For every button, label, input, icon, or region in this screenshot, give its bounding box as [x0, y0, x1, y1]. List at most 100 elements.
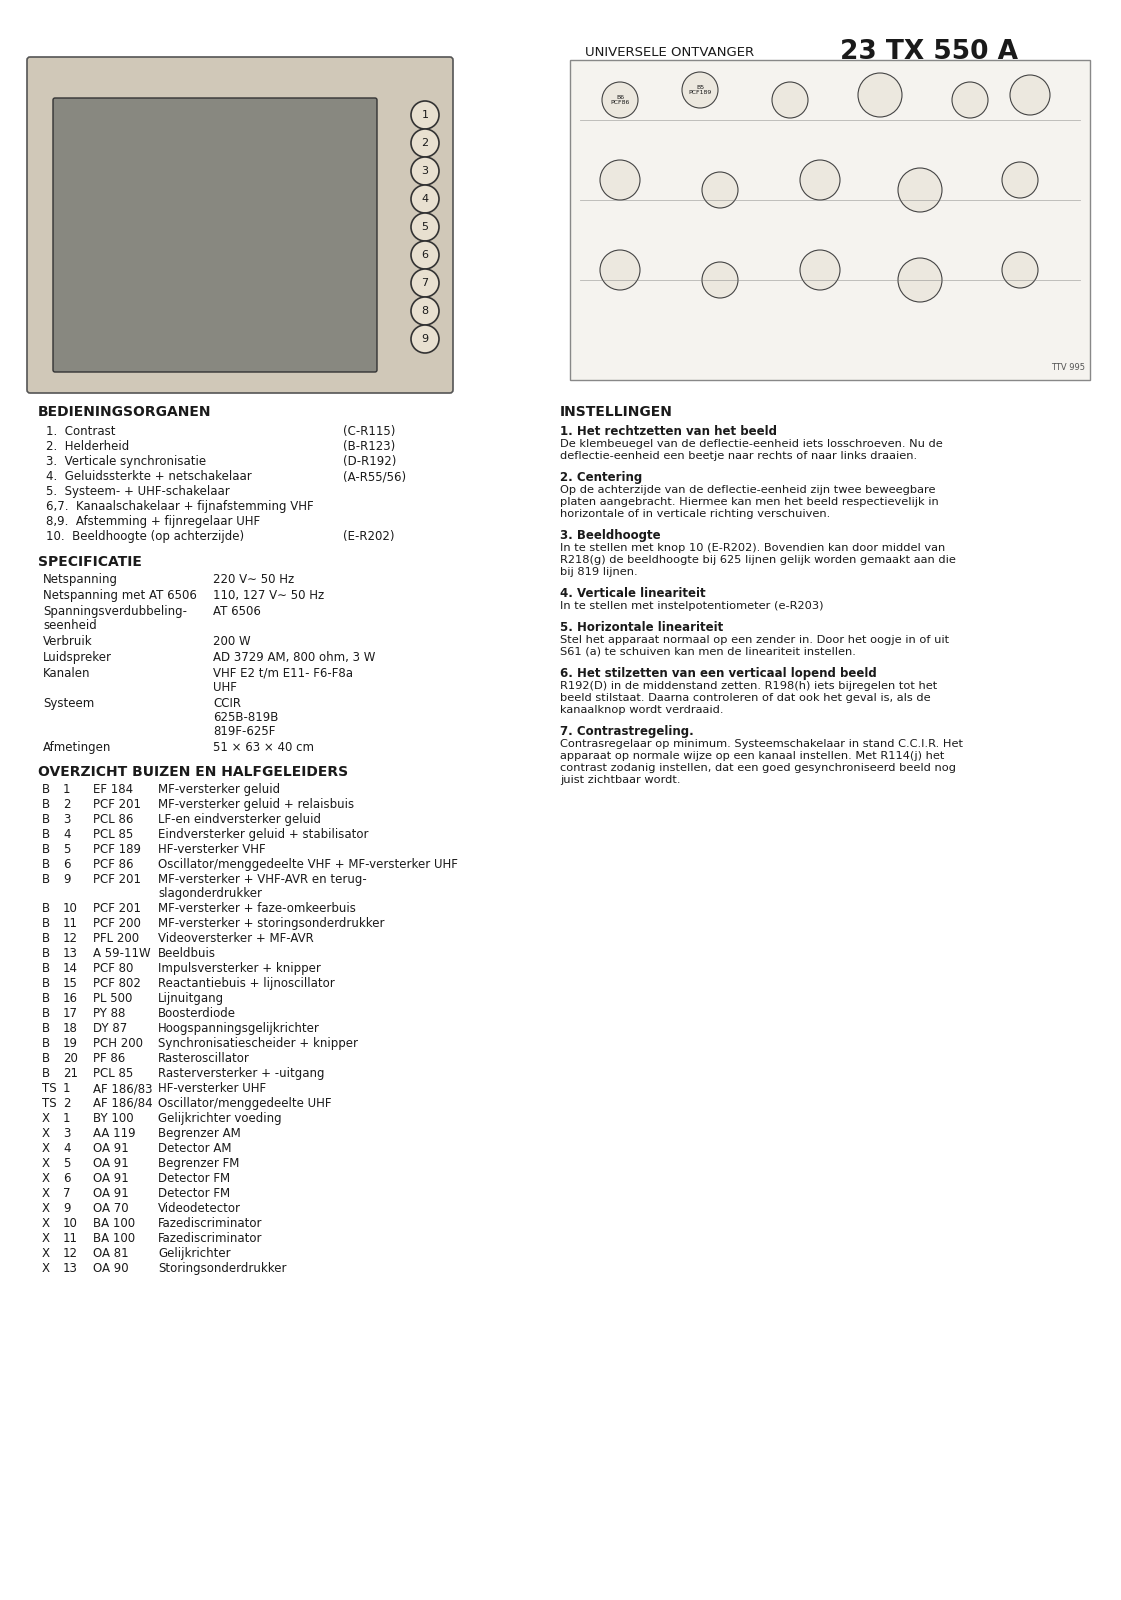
Text: BA 100: BA 100 — [93, 1218, 136, 1230]
Text: PCF 86: PCF 86 — [93, 858, 133, 870]
Text: Netspanning met AT 6506: Netspanning met AT 6506 — [43, 589, 197, 602]
Text: 11: 11 — [63, 917, 78, 930]
Text: MF-versterker + storingsonderdrukker: MF-versterker + storingsonderdrukker — [158, 917, 385, 930]
Text: 2: 2 — [63, 1098, 71, 1110]
Text: TTV 995: TTV 995 — [1051, 363, 1085, 371]
Text: Impulsversterker + knipper: Impulsversterker + knipper — [158, 962, 321, 974]
Text: Rasteroscillator: Rasteroscillator — [158, 1053, 250, 1066]
Text: X: X — [41, 1246, 50, 1261]
Text: DY 87: DY 87 — [93, 1022, 128, 1035]
Text: B: B — [41, 843, 50, 856]
Text: 23 TX 550 A: 23 TX 550 A — [840, 38, 1018, 66]
Text: 5: 5 — [421, 222, 428, 232]
Text: Netspanning: Netspanning — [43, 573, 118, 586]
Circle shape — [411, 130, 439, 157]
Text: R218(g) de beeldhoogte bij 625 lijnen gelijk worden gemaakt aan die: R218(g) de beeldhoogte bij 625 lijnen ge… — [560, 555, 956, 565]
Text: Lijnuitgang: Lijnuitgang — [158, 992, 224, 1005]
Text: 18: 18 — [63, 1022, 77, 1035]
Text: AF 186/84: AF 186/84 — [93, 1098, 152, 1110]
Text: Videoversterker + MF-AVR: Videoversterker + MF-AVR — [158, 931, 314, 946]
Text: B: B — [41, 1067, 50, 1080]
Text: Gelijkrichter voeding: Gelijkrichter voeding — [158, 1112, 281, 1125]
Text: 2: 2 — [421, 138, 428, 149]
Text: (A-R55/56): (A-R55/56) — [343, 470, 406, 483]
Text: X: X — [41, 1202, 50, 1214]
Text: B: B — [41, 829, 50, 842]
Text: B: B — [41, 813, 50, 826]
Text: 4. Verticale lineariteit: 4. Verticale lineariteit — [560, 587, 705, 600]
Text: PFL 200: PFL 200 — [93, 931, 139, 946]
Text: 2. Centering: 2. Centering — [560, 470, 642, 483]
Text: PCF 201: PCF 201 — [93, 902, 141, 915]
Text: MF-versterker geluid + relaisbuis: MF-versterker geluid + relaisbuis — [158, 798, 354, 811]
Text: Fazediscriminator: Fazediscriminator — [158, 1218, 262, 1230]
Text: 3: 3 — [63, 1126, 71, 1139]
Text: OVERZICHT BUIZEN EN HALFGELEIDERS: OVERZICHT BUIZEN EN HALFGELEIDERS — [38, 765, 349, 779]
Text: B: B — [41, 902, 50, 915]
Text: In te stellen met instelpotentiometer (e-R203): In te stellen met instelpotentiometer (e… — [560, 602, 824, 611]
Text: Contrasregelaar op minimum. Systeemschakelaar in stand C.C.I.R. Het: Contrasregelaar op minimum. Systeemschak… — [560, 739, 963, 749]
Text: PCL 86: PCL 86 — [93, 813, 133, 826]
Text: 1. Het rechtzetten van het beeld: 1. Het rechtzetten van het beeld — [560, 426, 777, 438]
Text: horizontale of in verticale richting verschuiven.: horizontale of in verticale richting ver… — [560, 509, 831, 518]
Text: TS: TS — [41, 1082, 57, 1094]
Text: OA 90: OA 90 — [93, 1262, 129, 1275]
Text: 625B-819B: 625B-819B — [213, 710, 278, 723]
Text: 5. Horizontale lineariteit: 5. Horizontale lineariteit — [560, 621, 723, 634]
Circle shape — [702, 171, 738, 208]
Text: X: X — [41, 1232, 50, 1245]
Text: PCH 200: PCH 200 — [93, 1037, 143, 1050]
Text: PL 500: PL 500 — [93, 992, 132, 1005]
Text: B: B — [41, 874, 50, 886]
Text: 9: 9 — [63, 874, 71, 886]
Text: LF-en eindversterker geluid: LF-en eindversterker geluid — [158, 813, 321, 826]
Text: B: B — [41, 931, 50, 946]
Text: 14: 14 — [63, 962, 78, 974]
Circle shape — [600, 160, 640, 200]
Circle shape — [1002, 162, 1038, 198]
Text: 1.  Contrast: 1. Contrast — [46, 426, 115, 438]
Circle shape — [858, 74, 902, 117]
Text: VHF E2 t/m E11- F6-F8a: VHF E2 t/m E11- F6-F8a — [213, 667, 353, 680]
Text: B: B — [41, 1053, 50, 1066]
Text: Stel het apparaat normaal op een zender in. Door het oogje in of uit: Stel het apparaat normaal op een zender … — [560, 635, 949, 645]
Text: Afmetingen: Afmetingen — [43, 741, 111, 754]
Text: B: B — [41, 1037, 50, 1050]
Text: HF-versterker UHF: HF-versterker UHF — [158, 1082, 266, 1094]
Text: 8: 8 — [421, 306, 428, 317]
Text: platen aangebracht. Hiermee kan men het beeld respectievelijk in: platen aangebracht. Hiermee kan men het … — [560, 498, 938, 507]
Text: PCF 802: PCF 802 — [93, 978, 141, 990]
Text: Boosterdiode: Boosterdiode — [158, 1006, 237, 1021]
Text: 10: 10 — [63, 902, 77, 915]
Text: B: B — [41, 962, 50, 974]
Text: 3: 3 — [421, 166, 428, 176]
Text: 12: 12 — [63, 931, 78, 946]
Text: 2.  Helderheid: 2. Helderheid — [46, 440, 129, 453]
Text: BY 100: BY 100 — [93, 1112, 133, 1125]
Text: S61 (a) te schuiven kan men de lineariteit instellen.: S61 (a) te schuiven kan men de linearite… — [560, 646, 855, 658]
Text: De klembeuegel van de deflectie-eenheid iets losschroeven. Nu de: De klembeuegel van de deflectie-eenheid … — [560, 438, 943, 450]
Circle shape — [1002, 251, 1038, 288]
Text: R192(D) in de middenstand zetten. R198(h) iets bijregelen tot het: R192(D) in de middenstand zetten. R198(h… — [560, 682, 937, 691]
Text: INSTELLINGEN: INSTELLINGEN — [560, 405, 673, 419]
Text: OA 91: OA 91 — [93, 1171, 129, 1186]
Text: PCF 189: PCF 189 — [93, 843, 141, 856]
Text: 4: 4 — [63, 829, 71, 842]
Text: 6: 6 — [421, 250, 428, 259]
Text: 3. Beeldhoogte: 3. Beeldhoogte — [560, 530, 660, 542]
Text: B: B — [41, 782, 50, 795]
Text: B: B — [41, 992, 50, 1005]
Text: In te stellen met knop 10 (E-R202). Bovendien kan door middel van: In te stellen met knop 10 (E-R202). Bove… — [560, 542, 945, 554]
Text: AT 6506: AT 6506 — [213, 605, 261, 618]
Text: MF-versterker geluid: MF-versterker geluid — [158, 782, 280, 795]
Text: (D-R192): (D-R192) — [343, 454, 397, 467]
Text: PF 86: PF 86 — [93, 1053, 126, 1066]
Text: 4.  Geluidssterkte + netschakelaar: 4. Geluidssterkte + netschakelaar — [46, 470, 252, 483]
Text: B: B — [41, 1022, 50, 1035]
Text: SPECIFICATIE: SPECIFICATIE — [38, 555, 142, 570]
Text: Synchronisatiescheider + knipper: Synchronisatiescheider + knipper — [158, 1037, 358, 1050]
Text: 13: 13 — [63, 1262, 77, 1275]
Text: OA 91: OA 91 — [93, 1157, 129, 1170]
Text: OA 91: OA 91 — [93, 1187, 129, 1200]
Text: X: X — [41, 1112, 50, 1125]
